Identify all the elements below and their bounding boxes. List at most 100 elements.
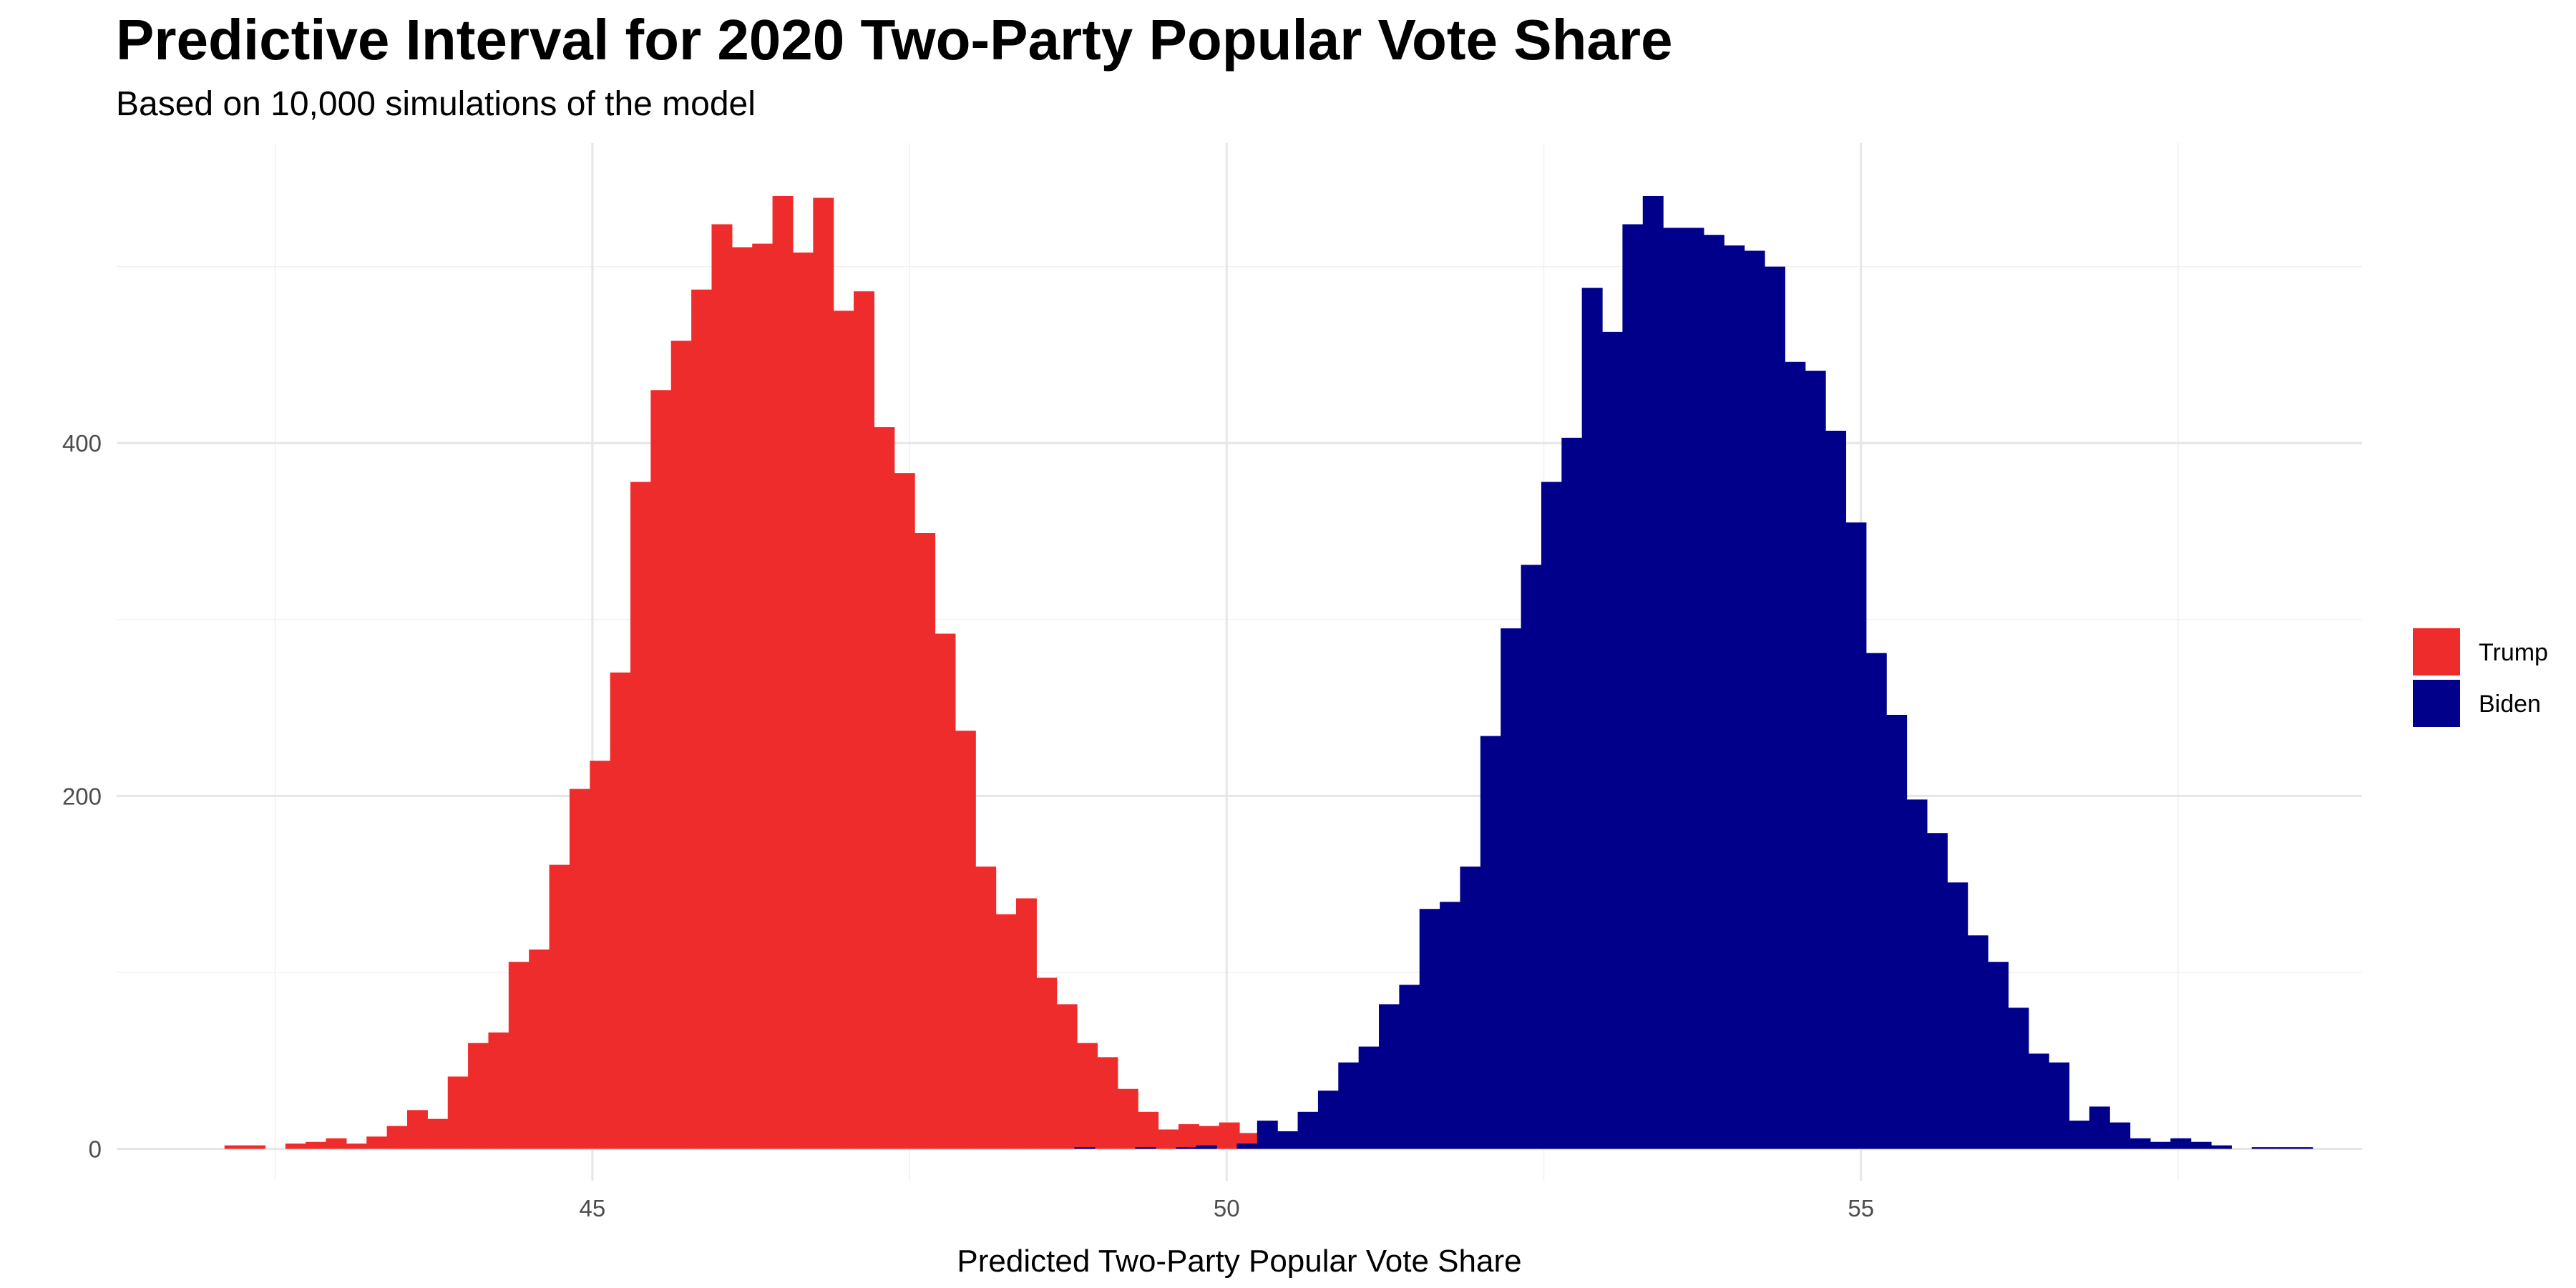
bar-biden [1501, 628, 1522, 1149]
bar-biden [1744, 250, 1765, 1149]
histogram-bars [224, 195, 2313, 1149]
bar-trump [874, 427, 895, 1149]
bar-trump [468, 1043, 489, 1149]
bar-trump [1178, 1124, 1199, 1149]
bar-biden [1440, 902, 1461, 1149]
bar-trump [813, 197, 834, 1149]
bar-trump [306, 1141, 327, 1149]
bar-biden [2089, 1106, 2110, 1149]
bar-trump [935, 633, 956, 1149]
bar-biden [1703, 235, 1724, 1149]
bar-biden [1764, 266, 1785, 1149]
bar-biden [1419, 909, 1440, 1149]
bar-biden [2150, 1141, 2171, 1149]
bar-trump [772, 195, 794, 1149]
bar-biden [2272, 1147, 2293, 1149]
bar-biden [1886, 714, 1908, 1149]
bar-trump [1097, 1057, 1118, 1149]
bar-biden [2251, 1147, 2273, 1149]
bar-biden [1358, 1046, 1380, 1149]
bar-biden [1845, 522, 1867, 1149]
bar-biden [1683, 228, 1704, 1149]
y-tick-label: 200 [62, 783, 102, 809]
bar-trump [1015, 898, 1037, 1149]
bar-trump [447, 1076, 469, 1149]
legend-key-trump [2413, 628, 2460, 675]
chart-subtitle: Based on 10,000 simulations of the model [116, 85, 756, 123]
bar-biden [1338, 1062, 1360, 1149]
y-tick-label: 0 [89, 1136, 102, 1163]
bar-biden [2109, 1122, 2131, 1149]
bar-trump [508, 962, 530, 1149]
bar-biden [1724, 245, 1745, 1149]
bar-biden [1865, 653, 1887, 1149]
legend-label-biden: Biden [2479, 691, 2541, 718]
chart-title: Predictive Interval for 2020 Two-Party P… [116, 8, 1673, 72]
bar-biden [1521, 565, 1542, 1149]
bar-trump [590, 761, 611, 1149]
bar-trump [346, 1143, 367, 1149]
bar-biden [1317, 1091, 1339, 1149]
bar-biden [1460, 867, 1481, 1149]
bar-biden [1399, 985, 1420, 1149]
bar-trump [914, 532, 936, 1149]
bar-biden [1785, 361, 1806, 1149]
bar-trump [1077, 1043, 1098, 1149]
x-tick-label: 55 [1848, 1195, 1874, 1221]
bar-trump [995, 914, 1017, 1149]
bar-biden [1947, 882, 1968, 1149]
bar-trump [894, 473, 915, 1149]
bar-trump [569, 789, 590, 1149]
bar-biden [1561, 437, 1583, 1149]
bar-biden [2190, 1141, 2212, 1149]
bar-biden [1257, 1121, 1278, 1149]
bar-trump [1199, 1126, 1220, 1149]
bar-biden [2292, 1147, 2313, 1149]
bar-trump [955, 731, 976, 1149]
series-biden [1074, 195, 2313, 1149]
bar-trump [792, 252, 814, 1149]
bar-trump [326, 1138, 347, 1149]
bar-biden [2211, 1145, 2232, 1149]
bar-biden [1297, 1111, 1319, 1149]
bar-biden [1236, 1143, 1258, 1149]
bar-trump [1138, 1111, 1159, 1149]
bar-trump [630, 482, 651, 1149]
bar-biden [2028, 1053, 2049, 1149]
bar-trump [529, 949, 550, 1149]
bar-trump [549, 864, 570, 1149]
bar-biden [2170, 1138, 2192, 1149]
bar-biden [1906, 799, 1928, 1149]
legend-label-trump: Trump [2479, 639, 2548, 666]
bar-biden [1581, 288, 1603, 1149]
bar-trump [1056, 1004, 1078, 1149]
bar-biden [2008, 1008, 2029, 1149]
bar-trump [610, 672, 631, 1149]
bar-biden [2049, 1062, 2070, 1149]
bar-biden [1988, 962, 2009, 1149]
bar-trump [691, 289, 713, 1149]
bar-biden [1196, 1145, 1217, 1149]
legend: Trump Biden [2413, 628, 2548, 727]
bar-trump [854, 291, 875, 1149]
bar-trump [285, 1143, 306, 1149]
bar-trump [427, 1118, 449, 1149]
x-tick-label: 50 [1214, 1195, 1240, 1221]
bar-biden [1926, 833, 1948, 1149]
bar-trump [406, 1110, 428, 1149]
bar-trump [670, 341, 692, 1149]
bar-trump [488, 1032, 509, 1149]
y-tick-label: 400 [62, 430, 102, 457]
bar-biden [1135, 1147, 1156, 1149]
bar-trump [366, 1136, 388, 1149]
bar-biden [1622, 224, 1644, 1149]
bar-trump [1117, 1088, 1138, 1149]
bar-trump [386, 1126, 408, 1149]
bar-trump [752, 243, 774, 1149]
bar-biden [1379, 1004, 1400, 1149]
bar-biden [1825, 430, 1847, 1149]
bar-biden [2069, 1121, 2090, 1149]
bar-trump [731, 247, 753, 1149]
bar-biden [1602, 331, 1624, 1149]
